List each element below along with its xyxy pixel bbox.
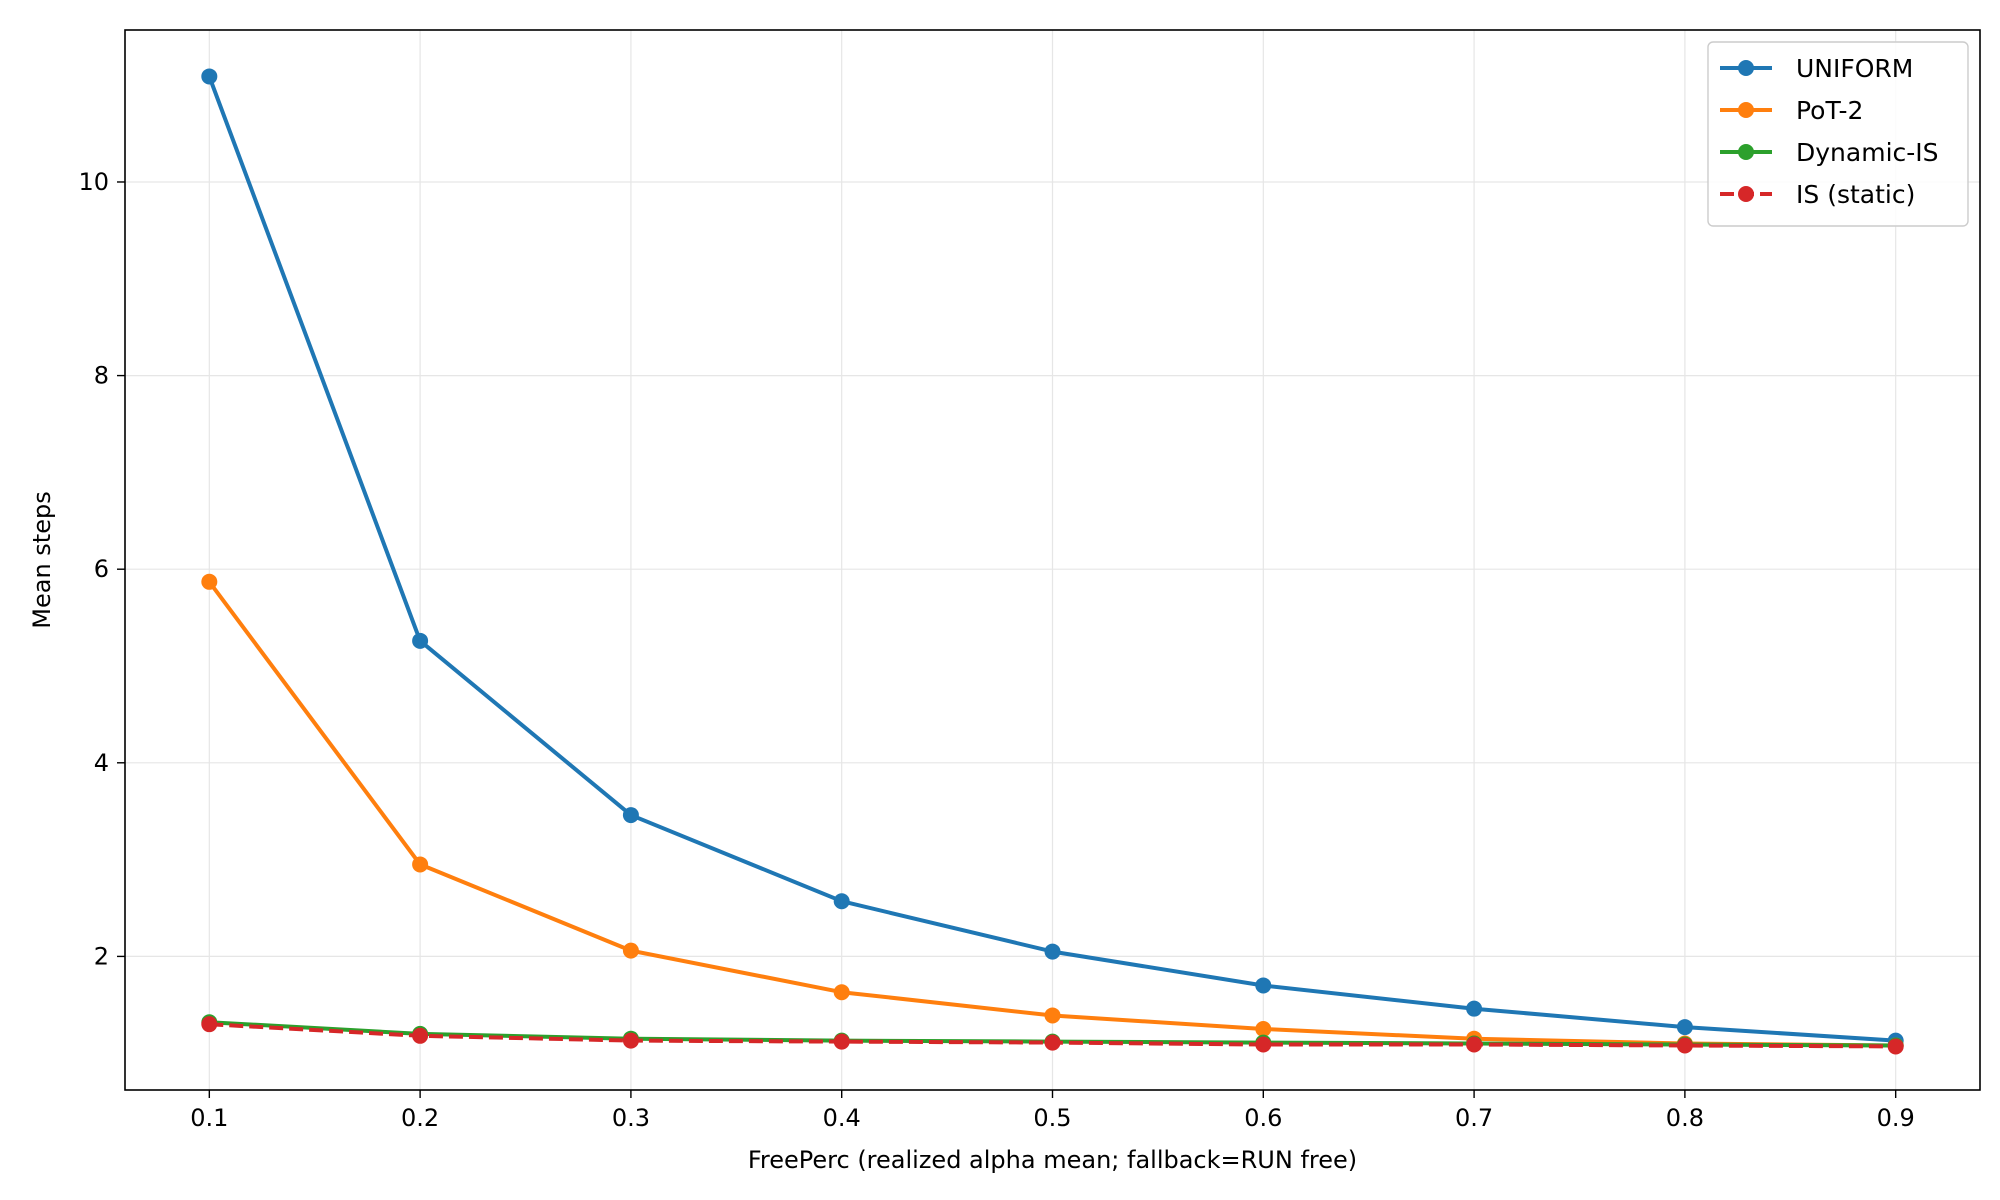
x-axis: 0.1 0.2 0.3 0.4 0.5 0.6 0.7 0.8 0.9: [190, 1090, 1915, 1132]
data-point: [1887, 1038, 1904, 1055]
legend-marker: [1738, 144, 1754, 160]
data-point: [622, 807, 639, 824]
legend: UNIFORM PoT-2 Dynamic-IS IS (static): [1707, 41, 1969, 227]
y-tick-label: 4: [94, 749, 109, 777]
legend-item: UNIFORM: [1720, 54, 1913, 83]
x-tick-label: 0.1: [190, 1104, 228, 1132]
data-point: [622, 1032, 639, 1049]
series-uniform: [201, 68, 1904, 1049]
data-point: [1255, 977, 1272, 994]
data-point: [1044, 943, 1061, 960]
legend-item: Dynamic-IS: [1720, 138, 1939, 167]
data-point: [833, 1033, 850, 1050]
grid-lines: [125, 30, 1980, 1090]
legend-box: [1707, 41, 1969, 227]
y-tick-label: 8: [94, 362, 109, 390]
y-tick-label: 2: [94, 942, 109, 970]
series-layer: [201, 68, 1904, 1055]
x-tick-label: 0.2: [401, 1104, 439, 1132]
data-point: [412, 1027, 429, 1044]
x-tick-label: 0.6: [1244, 1104, 1282, 1132]
series-is-static: [201, 1016, 1904, 1055]
x-axis-label: FreePerc (realized alpha mean; fallback=…: [748, 1146, 1357, 1174]
y-axis-label: Mean steps: [28, 491, 56, 628]
x-tick-label: 0.4: [823, 1104, 861, 1132]
data-point: [201, 68, 218, 85]
x-tick-label: 0.3: [612, 1104, 650, 1132]
legend-label: UNIFORM: [1796, 54, 1913, 83]
x-tick-label: 0.7: [1455, 1104, 1493, 1132]
legend-label: IS (static): [1796, 180, 1915, 209]
y-axis: 2 4 6 8 10: [78, 168, 125, 970]
data-point: [1044, 1007, 1061, 1024]
data-point: [1466, 1000, 1483, 1017]
data-point: [1676, 1037, 1693, 1054]
data-point: [833, 893, 850, 910]
legend-label: Dynamic-IS: [1796, 138, 1939, 167]
x-tick-label: 0.9: [1877, 1104, 1915, 1132]
data-point: [1044, 1034, 1061, 1051]
legend-marker: [1738, 102, 1754, 118]
legend-marker: [1738, 186, 1754, 202]
data-point: [1676, 1019, 1693, 1036]
legend-marker: [1738, 60, 1754, 76]
x-tick-label: 0.5: [1033, 1104, 1071, 1132]
data-point: [1466, 1036, 1483, 1053]
data-point: [412, 856, 429, 873]
data-point: [1255, 1021, 1272, 1038]
data-point: [622, 942, 639, 959]
y-tick-label: 6: [94, 555, 109, 583]
legend-item: IS (static): [1720, 180, 1915, 209]
x-tick-label: 0.8: [1666, 1104, 1704, 1132]
data-point: [1255, 1036, 1272, 1053]
data-point: [201, 1016, 218, 1033]
legend-label: PoT-2: [1796, 96, 1863, 125]
data-point: [201, 573, 218, 590]
data-point: [412, 632, 429, 649]
y-tick-label: 10: [78, 168, 109, 196]
legend-item: PoT-2: [1720, 96, 1863, 125]
data-point: [833, 984, 850, 1001]
